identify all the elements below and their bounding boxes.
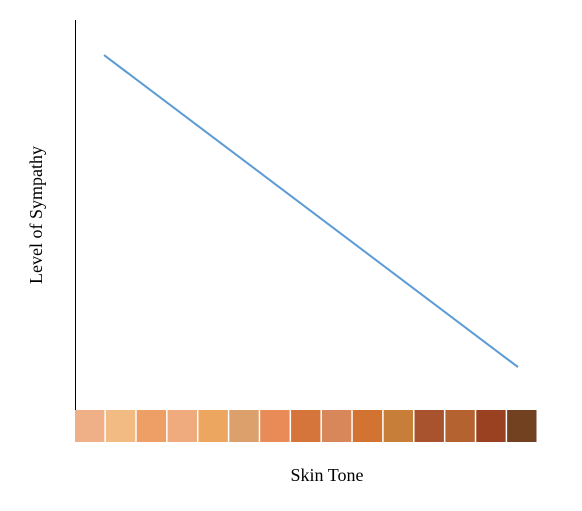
skin-tone-swatch — [476, 410, 506, 442]
skin-tone-swatch — [383, 410, 414, 442]
skin-tone-swatch — [105, 410, 136, 442]
skin-tone-swatch — [352, 410, 383, 442]
skin-tone-swatch — [321, 410, 352, 442]
skin-tone-swatch — [445, 410, 475, 442]
skin-tone-swatch — [136, 410, 167, 442]
y-axis-label: Level of Sympathy — [26, 146, 46, 284]
skin-tone-swatch — [507, 410, 537, 442]
skin-tone-swatch — [229, 410, 259, 442]
plot-area — [103, 54, 519, 368]
series-line — [103, 54, 519, 368]
skin-tone-swatch — [75, 410, 105, 442]
skin-tone-swatch — [260, 410, 290, 442]
skin-tone-scale — [75, 410, 537, 442]
skin-tone-swatch — [198, 410, 228, 442]
x-axis-label: Skin Tone — [291, 465, 364, 485]
skin-tone-swatch — [167, 410, 197, 442]
skin-tone-swatch — [291, 410, 321, 442]
skin-tone-swatch — [414, 410, 444, 442]
